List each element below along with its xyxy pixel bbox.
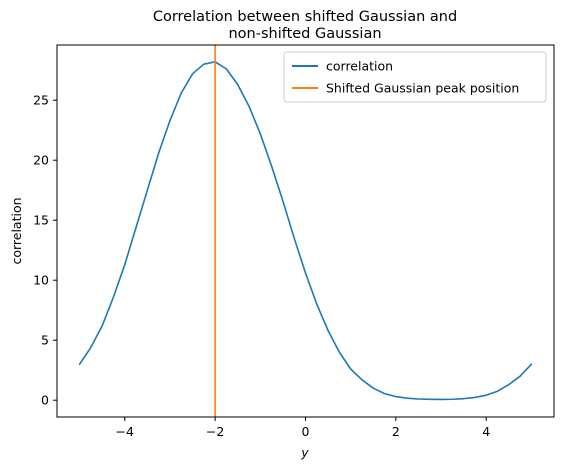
- y-tick-label: 15: [33, 213, 49, 228]
- x-tick-label: −2: [206, 424, 224, 439]
- legend: correlation Shifted Gaussian peak positi…: [283, 51, 547, 103]
- y-tick-label: 25: [33, 93, 49, 108]
- x-axis: −4 −2 0 2 4: [116, 417, 490, 439]
- x-tick-label: 2: [392, 424, 400, 439]
- chart-title-line-2: non-shifted Gaussian: [228, 26, 381, 42]
- x-tick-label: 0: [302, 424, 310, 439]
- y-tick-label: 5: [41, 333, 49, 348]
- y-axis: 0 5 10 15 20 25: [33, 93, 57, 408]
- chart-title: Correlation between shifted Gaussian and…: [153, 9, 457, 42]
- legend-label-peak-position: Shifted Gaussian peak position: [326, 81, 519, 96]
- y-tick-label: 20: [33, 153, 49, 168]
- series-line-correlation: [78, 61, 533, 401]
- x-tick-label: −4: [116, 424, 134, 439]
- x-tick-label: 4: [482, 424, 490, 439]
- y-tick-label: 0: [41, 393, 49, 408]
- legend-box: [283, 51, 547, 103]
- y-tick-label: 10: [33, 273, 49, 288]
- x-axis-label: y: [300, 445, 309, 460]
- y-axis-label: correlation: [9, 197, 24, 264]
- chart-title-line-1: Correlation between shifted Gaussian and: [153, 9, 457, 25]
- legend-label-correlation: correlation: [326, 59, 393, 74]
- plot-area: [78, 45, 533, 417]
